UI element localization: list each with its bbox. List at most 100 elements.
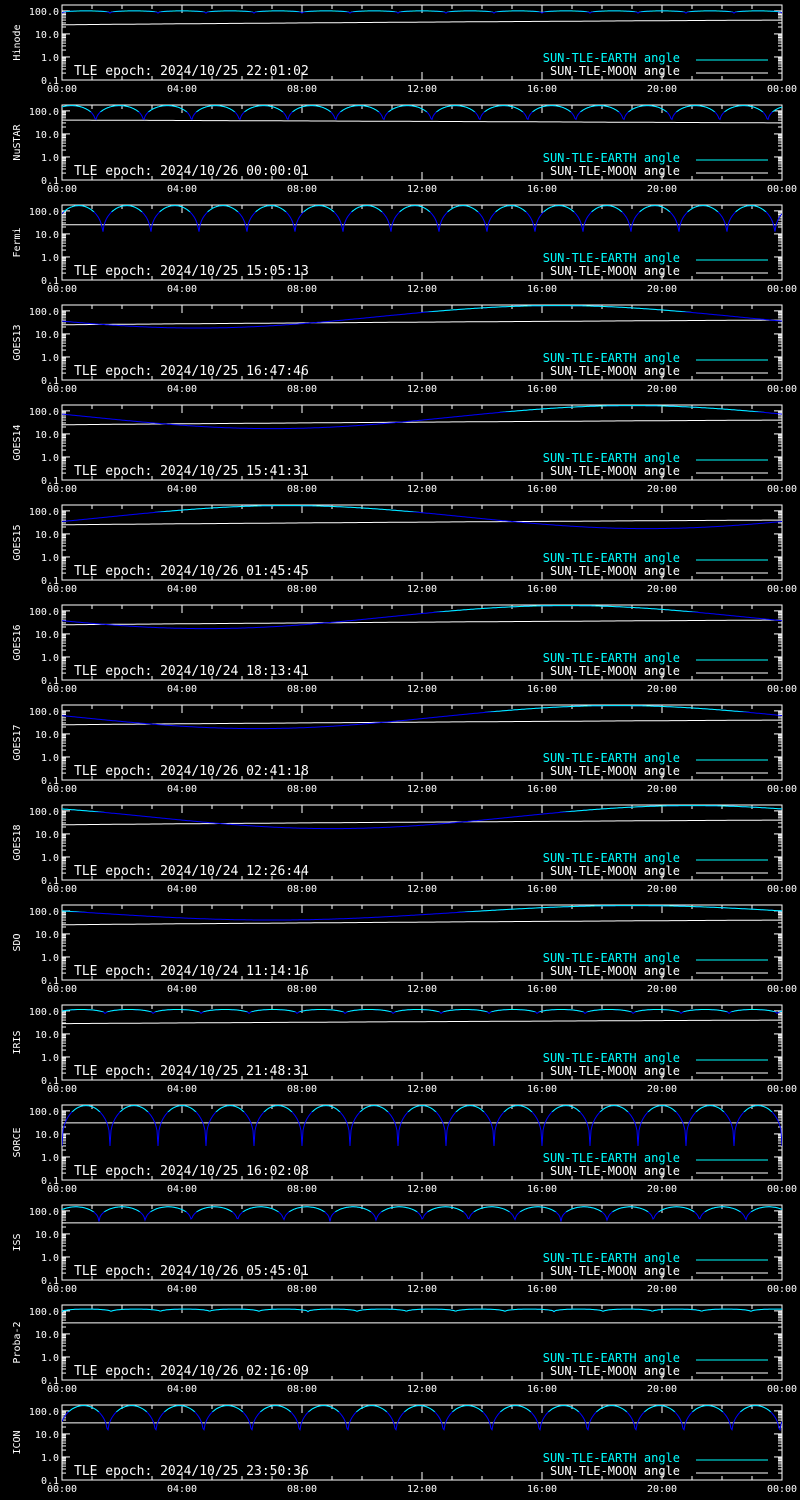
- x-tick-label: 20:00: [647, 184, 677, 195]
- y-tick-label: 0.1: [41, 76, 59, 87]
- legend-earth-label: SUN-TLE-EARTH angle: [543, 951, 680, 965]
- tle-epoch-label: TLE epoch: 2024/10/26 00:00:01: [74, 164, 309, 179]
- x-tick-label: 20:00: [647, 484, 677, 495]
- y-tick-label: 10.0: [35, 430, 59, 441]
- y-tick-label: 10.0: [35, 1030, 59, 1041]
- satellite-name: GOES14: [12, 424, 23, 460]
- earth-angle-line-high: [484, 705, 750, 712]
- legend-moon-label: SUN-TLE-MOON angle: [550, 264, 680, 278]
- y-tick-label: 1.0: [41, 1453, 59, 1464]
- y-tick-label: 0.1: [41, 276, 59, 287]
- x-tick-label: 08:00: [287, 1484, 317, 1495]
- x-tick-label: 20:00: [647, 1184, 677, 1195]
- y-tick-label: 1.0: [41, 453, 59, 464]
- y-tick-label: 100.0: [29, 507, 59, 518]
- y-tick-label: 0.1: [41, 476, 59, 487]
- legend-moon-label: SUN-TLE-MOON angle: [550, 1164, 680, 1178]
- earth-angle-line-high: [62, 1308, 782, 1312]
- x-tick-label: 04:00: [167, 784, 197, 795]
- x-tick-label: 16:00: [527, 184, 557, 195]
- satellite-name: GOES15: [12, 524, 23, 560]
- earth-angle-line-high: [433, 605, 699, 612]
- x-tick-label: 00:00: [767, 684, 797, 695]
- moon-angle-line: [62, 619, 782, 626]
- plot-panel-nustar: 100.010.01.00.100:00 04:00 08:00 12:00 16:00…: [12, 104, 797, 195]
- x-tick-label: 08:00: [287, 384, 317, 395]
- x-tick-label: 04:00: [167, 184, 197, 195]
- tle-epoch-label: TLE epoch: 2024/10/26 02:41:18: [74, 764, 309, 779]
- x-tick-label: 16:00: [527, 884, 557, 895]
- y-tick-label: 0.1: [41, 676, 59, 687]
- tle-epoch-label: TLE epoch: 2024/10/25 23:50:36: [74, 1464, 309, 1479]
- x-tick-label: 00:00: [47, 484, 77, 495]
- y-tick-label: 10.0: [35, 1130, 59, 1141]
- x-tick-label: 00:00: [767, 884, 797, 895]
- legend-earth-label: SUN-TLE-EARTH angle: [543, 1351, 680, 1365]
- y-tick-label: 1.0: [41, 653, 59, 664]
- x-tick-label: 20:00: [647, 1384, 677, 1395]
- x-tick-label: 00:00: [767, 1484, 797, 1495]
- plot-panel-sorce: 100.010.01.00.100:00 04:00 08:00 12:00 16:00…: [12, 1104, 797, 1195]
- legend-earth-label: SUN-TLE-EARTH angle: [543, 751, 680, 765]
- x-tick-label: 04:00: [167, 84, 197, 95]
- x-tick-label: 12:00: [407, 184, 437, 195]
- x-tick-label: 04:00: [167, 484, 197, 495]
- y-tick-label: 10.0: [35, 730, 59, 741]
- y-tick-label: 10.0: [35, 330, 59, 341]
- earth-angle-line-high: [154, 505, 420, 512]
- legend-moon-label: SUN-TLE-MOON angle: [550, 364, 680, 378]
- x-tick-label: 12:00: [407, 84, 437, 95]
- y-tick-label: 1.0: [41, 1053, 59, 1064]
- x-tick-label: 12:00: [407, 284, 437, 295]
- x-tick-label: 12:00: [407, 384, 437, 395]
- earth-angle-line-high: [62, 105, 782, 112]
- x-tick-label: 08:00: [287, 84, 317, 95]
- y-tick-label: 10.0: [35, 830, 59, 841]
- y-tick-label: 10.0: [35, 1430, 59, 1441]
- x-tick-label: 08:00: [287, 684, 317, 695]
- plot-panel-goes16: 100.010.01.00.100:00 04:00 08:00 12:00 16:00…: [12, 604, 797, 695]
- legend-moon-label: SUN-TLE-MOON angle: [550, 864, 680, 878]
- x-tick-label: 08:00: [287, 284, 317, 295]
- x-tick-label: 16:00: [527, 984, 557, 995]
- plot-panel-iss: 100.010.01.00.100:00 04:00 08:00 12:00 16:00…: [12, 1204, 797, 1295]
- satellite-name: NuSTAR: [12, 123, 23, 160]
- y-tick-label: 0.1: [41, 1176, 59, 1187]
- satellite-name: Fermi: [12, 227, 23, 257]
- x-tick-label: 00:00: [47, 1184, 77, 1195]
- plot-panel-hinode: 100.010.01.00.100:00 04:00 08:00 12:00 16:00…: [12, 4, 797, 95]
- x-tick-label: 00:00: [767, 184, 797, 195]
- satellite-name: GOES16: [12, 624, 23, 660]
- satellite-name: GOES17: [12, 724, 23, 760]
- legend-moon-label: SUN-TLE-MOON angle: [550, 1264, 680, 1278]
- plot-panel-goes13: 100.010.01.00.100:00 04:00 08:00 12:00 16:00…: [12, 304, 797, 395]
- y-tick-label: 1.0: [41, 153, 59, 164]
- x-tick-label: 08:00: [287, 484, 317, 495]
- plot-panel-goes15: 100.010.01.00.100:00 04:00 08:00 12:00 16:00…: [12, 504, 797, 595]
- y-tick-label: 1.0: [41, 53, 59, 64]
- legend-moon-label: SUN-TLE-MOON angle: [550, 564, 680, 578]
- earth-angle-line-high: [67, 1405, 772, 1412]
- x-tick-label: 12:00: [407, 784, 437, 795]
- x-tick-label: 12:00: [407, 584, 437, 595]
- y-tick-label: 1.0: [41, 1353, 59, 1364]
- x-tick-label: 00:00: [767, 584, 797, 595]
- plot-panel-fermi: 100.010.01.00.100:00 04:00 08:00 12:00 16:00…: [12, 204, 797, 295]
- x-tick-label: 16:00: [527, 384, 557, 395]
- y-tick-label: 10.0: [35, 530, 59, 541]
- x-tick-label: 04:00: [167, 1184, 197, 1195]
- x-tick-label: 00:00: [767, 384, 797, 395]
- x-tick-label: 00:00: [47, 884, 77, 895]
- moon-angle-line: [62, 919, 782, 926]
- plot-panel-proba-2: 100.010.01.00.100:00 04:00 08:00 12:00 16:00…: [12, 1304, 797, 1395]
- y-tick-label: 0.1: [41, 1376, 59, 1387]
- y-tick-label: 0.1: [41, 176, 59, 187]
- legend-earth-label: SUN-TLE-EARTH angle: [543, 451, 680, 465]
- x-tick-label: 04:00: [167, 584, 197, 595]
- x-tick-label: 04:00: [167, 284, 197, 295]
- x-tick-label: 08:00: [287, 884, 317, 895]
- x-tick-label: 12:00: [407, 1284, 437, 1295]
- satellite-name: SORCE: [12, 1127, 23, 1157]
- x-tick-label: 20:00: [647, 984, 677, 995]
- legend-moon-label: SUN-TLE-MOON angle: [550, 164, 680, 178]
